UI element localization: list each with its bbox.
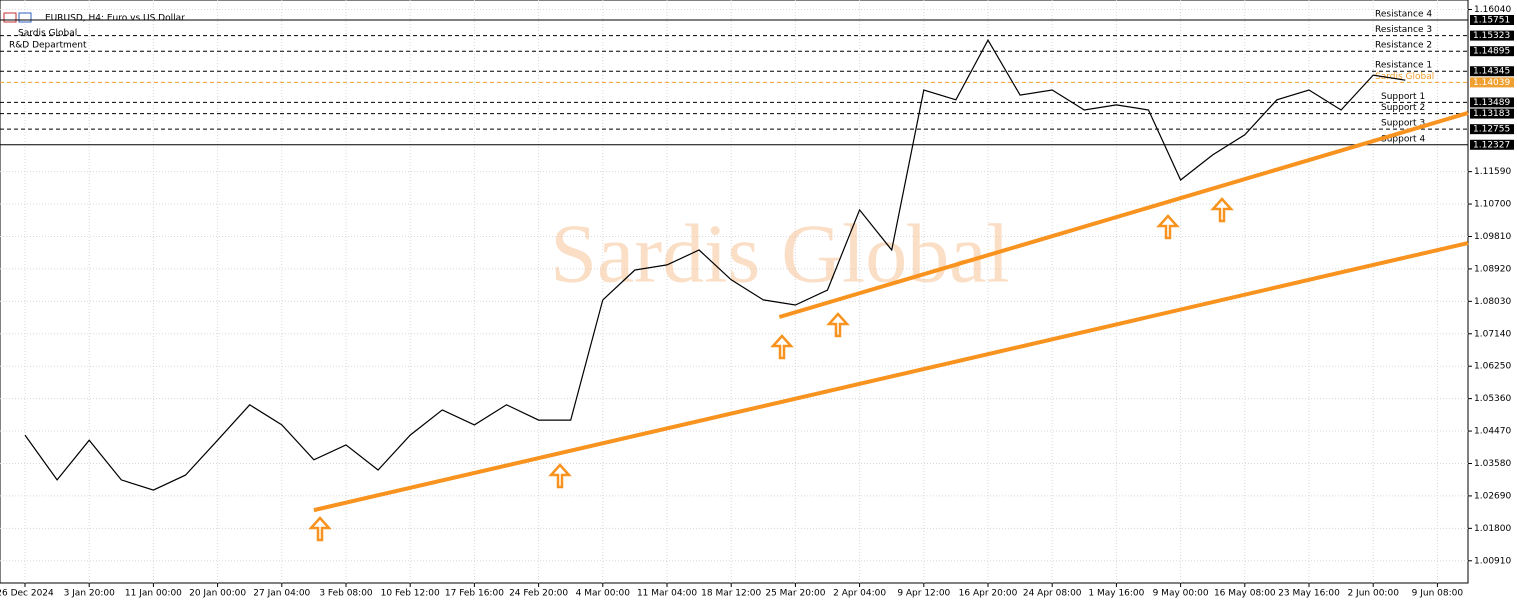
level-price-box — [1470, 124, 1514, 135]
y-tick-label: 1.11590 — [1474, 167, 1511, 177]
x-tick-label: 3 Feb 08:00 — [319, 589, 373, 599]
x-tick-label: 24 Apr 08:00 — [1023, 589, 1082, 599]
x-tick-label: 4 Mar 00:00 — [576, 589, 631, 599]
y-tick-label: 1.09810 — [1474, 232, 1511, 242]
level-price: 1.13489 — [1473, 98, 1510, 108]
level-name: Resistance 1 — [1375, 61, 1432, 71]
level-price-box — [1470, 97, 1514, 108]
x-tick-label: 11 Mar 04:00 — [637, 589, 697, 599]
y-tick-label: 1.08920 — [1474, 264, 1511, 274]
y-tick-label: 1.06250 — [1474, 362, 1511, 372]
level-name: Support 2 — [1381, 103, 1425, 113]
level-price: 1.14039 — [1473, 78, 1510, 88]
watermark: Sardis Global — [550, 207, 1010, 300]
x-tick-label: 9 Apr 12:00 — [897, 589, 950, 599]
level-price-box — [1470, 139, 1514, 150]
level-price: 1.12755 — [1473, 125, 1510, 135]
x-tick-label: 2 Jun 00:00 — [1347, 589, 1399, 599]
y-tick-label: 1.00910 — [1474, 556, 1511, 566]
symbol-icon — [3, 12, 32, 23]
level-price-box — [1470, 108, 1514, 119]
price-line — [24, 38, 1406, 491]
x-tick-label: 16 Apr 20:00 — [959, 589, 1018, 599]
level-name: Support 1 — [1381, 92, 1425, 102]
y-tick-label: 1.02690 — [1474, 491, 1511, 501]
level-name: Resistance 2 — [1375, 41, 1432, 51]
level-price: 1.15323 — [1473, 31, 1510, 41]
x-tick-label: 17 Feb 16:00 — [445, 589, 504, 599]
x-tick-label: 20 Jan 00:00 — [189, 589, 246, 599]
x-tick-label: 3 Jan 20:00 — [64, 589, 116, 599]
x-tick-label: 9 Jun 08:00 — [1412, 589, 1464, 599]
y-tick-label: 1.07140 — [1474, 329, 1511, 339]
level-name: Resistance 4 — [1375, 10, 1432, 20]
level-price-box — [1470, 46, 1514, 57]
x-tick-label: 16 May 08:00 — [1214, 589, 1276, 599]
y-tick-label: 1.08030 — [1474, 297, 1511, 307]
trendline — [778, 111, 1469, 319]
subtitle: Sardis Global — [18, 29, 77, 39]
x-tick-label: 11 Jan 00:00 — [125, 589, 182, 599]
level-price: 1.13183 — [1473, 109, 1510, 119]
x-tick-label: 10 Feb 12:00 — [381, 589, 440, 599]
level-name: Resistance 3 — [1375, 25, 1432, 35]
y-tick-label: 1.16040 — [1474, 5, 1511, 15]
y-tick-label: 1.10700 — [1474, 200, 1511, 210]
y-tick-label: 1.04470 — [1474, 427, 1511, 437]
x-tick-label: 27 Jan 04:00 — [253, 589, 310, 599]
plot-frame — [0, 0, 1469, 584]
chart-title: EURUSD, H4: Euro vs US Dollar — [45, 14, 185, 24]
level-price-box — [1470, 15, 1514, 26]
level-name: Sardis Global — [1375, 72, 1434, 82]
level-price: 1.14895 — [1473, 47, 1510, 57]
level-price: 1.15751 — [1473, 16, 1510, 26]
level-price-box — [1470, 30, 1514, 41]
x-tick-label: 24 Feb 20:00 — [509, 589, 568, 599]
grid — [0, 0, 1468, 583]
level-price: 1.14345 — [1473, 67, 1510, 77]
subtitle: R&D Department — [9, 41, 87, 51]
x-tick-label: 2 Apr 04:00 — [833, 589, 886, 599]
level-price: 1.12327 — [1473, 140, 1510, 150]
x-tick-label: 26 Dec 2024 — [0, 589, 54, 599]
arrows — [308, 197, 1234, 542]
y-tick-label: 1.03580 — [1474, 459, 1511, 469]
level-price-box — [1470, 66, 1514, 77]
x-tick-label: 23 May 16:00 — [1278, 589, 1340, 599]
y-tick-label: 1.05360 — [1474, 394, 1511, 404]
x-tick-label: 9 May 00:00 — [1153, 589, 1209, 599]
level-name: Support 3 — [1381, 119, 1425, 129]
level-price-box — [1470, 77, 1514, 88]
x-tick-label: 25 Mar 20:00 — [765, 589, 825, 599]
x-tick-label: 1 May 16:00 — [1088, 589, 1144, 599]
x-tick-label: 18 Mar 12:00 — [701, 589, 761, 599]
trendline — [313, 241, 1469, 513]
y-tick-label: 1.01800 — [1474, 524, 1511, 534]
level-name: Support 4 — [1381, 134, 1425, 144]
